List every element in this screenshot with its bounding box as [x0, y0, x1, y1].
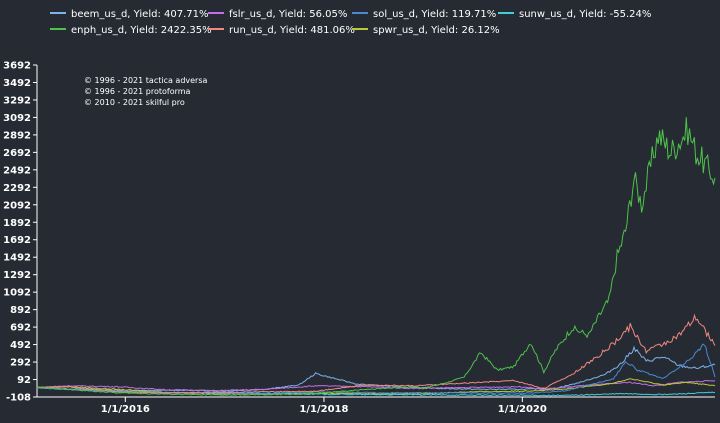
legend-item-sunw-us-d[interactable]: sunw_us_d, Yield: -55.24% [498, 9, 651, 20]
copyright-block: © 1996 - 2021 tactica adversa © 1996 - 2… [84, 76, 208, 107]
y-tick-label: 2892 [3, 130, 31, 141]
y-tick-label: 2492 [3, 165, 31, 176]
series-line-run-us-d [36, 313, 716, 394]
legend-item-spwr-us-d[interactable]: spwr_us_d, Yield: 26.12% [352, 25, 500, 36]
y-tick-label: 2692 [3, 148, 31, 159]
legend-label: spwr_us_d, Yield: 26.12% [373, 25, 500, 36]
copyright-line: © 1996 - 2021 protoforma [84, 87, 191, 96]
y-axis: -108 92 292 492 692 892 1092 1292 1492 1692 1892 20… [3, 61, 38, 404]
plot-area [36, 117, 716, 397]
y-tick-label: 1092 [3, 288, 31, 299]
y-tick-label: 1892 [3, 218, 31, 229]
y-tick-label: 492 [10, 340, 31, 351]
y-tick-label: 1492 [3, 253, 31, 264]
y-tick-label: 692 [10, 323, 31, 334]
y-tick-label: 3092 [3, 113, 31, 124]
x-tick-label: 1/1/2018 [299, 404, 348, 415]
series-line-fslr-us-d [36, 379, 716, 392]
y-tick-label: 292 [10, 358, 31, 369]
y-tick-label: -108 [6, 393, 31, 404]
y-tick-label: 1292 [3, 270, 31, 281]
legend-item-beem-us-d[interactable]: beem_us_d, Yield: 407.71% [50, 9, 209, 20]
series-line-enph-us-d [36, 117, 716, 396]
y-tick-label: 92 [17, 375, 31, 386]
y-tick-label: 3492 [3, 78, 31, 89]
legend: beem_us_d, Yield: 407.71% enph_us_d, Yiel… [50, 9, 651, 36]
legend-item-sol-us-d[interactable]: sol_us_d, Yield: 119.71% [352, 9, 496, 20]
legend-item-run-us-d[interactable]: run_us_d, Yield: 481.06% [208, 25, 355, 36]
legend-label: fslr_us_d, Yield: 56.05% [229, 9, 347, 20]
y-tick-label: 2092 [3, 200, 31, 211]
legend-label: enph_us_d, Yield: 2422.35% [71, 25, 212, 36]
x-axis: 1/1/2016 1/1/2018 1/1/2020 [37, 396, 715, 415]
legend-label: sol_us_d, Yield: 119.71% [373, 9, 496, 20]
legend-label: run_us_d, Yield: 481.06% [229, 25, 355, 36]
x-tick-label: 1/1/2020 [498, 404, 547, 415]
y-tick-label: 1692 [3, 235, 31, 246]
y-tick-label: 3292 [3, 95, 31, 106]
copyright-line: © 2010 - 2021 skilful pro [84, 98, 185, 107]
x-tick-label: 1/1/2016 [101, 404, 150, 415]
legend-item-fslr-us-d[interactable]: fslr_us_d, Yield: 56.05% [208, 9, 347, 20]
legend-label: beem_us_d, Yield: 407.71% [71, 9, 209, 20]
legend-label: sunw_us_d, Yield: -55.24% [519, 9, 651, 20]
y-tick-label: 2292 [3, 183, 31, 194]
legend-item-enph-us-d[interactable]: enph_us_d, Yield: 2422.35% [50, 25, 212, 36]
y-tick-label: 892 [10, 305, 31, 316]
copyright-line: © 1996 - 2021 tactica adversa [84, 76, 208, 85]
y-tick-label: 3692 [3, 61, 31, 72]
